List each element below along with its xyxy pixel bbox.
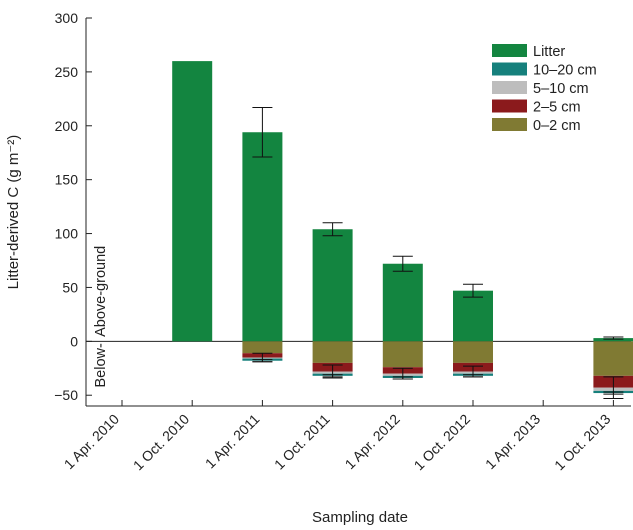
- bar-litter: [242, 132, 283, 342]
- x-ticks: 1 Apr. 2010 1 Oct. 2010 1 Apr. 2011 1 Oct. …: [61, 400, 614, 473]
- y-tick-label: 250: [55, 64, 79, 80]
- bar-litter: [172, 61, 213, 342]
- y-tick-label: 150: [55, 172, 79, 188]
- x-tick-label: 1 Oct. 2012: [411, 411, 474, 474]
- y-tick-label: 0: [70, 333, 78, 349]
- legend-label-0-2: 0–2 cm: [533, 118, 581, 134]
- y-ticks: −50 0 50 100 150 200 250 300: [54, 10, 92, 403]
- x-tick-label: 1 Oct. 2013: [551, 411, 614, 474]
- x-tick-label: 1 Apr. 2010: [61, 411, 123, 473]
- legend: Litter 10–20 cm 5–10 cm 2–5 cm 0–2 cm: [492, 44, 597, 134]
- bar-segment-0-2: [453, 341, 493, 363]
- x-tick-label: 1 Apr. 2013: [482, 411, 544, 473]
- legend-label-5-10: 5–10 cm: [533, 81, 589, 97]
- bar-segment-0-2: [382, 341, 423, 368]
- x-axis-title: Sampling date: [312, 509, 408, 526]
- bar-segment-0-2: [593, 341, 633, 376]
- x-tick-label: 1 Oct. 2011: [271, 411, 333, 473]
- bar-litter: [453, 290, 493, 342]
- bar-litter: [593, 338, 633, 342]
- legend-swatch-0-2: [492, 118, 527, 131]
- legend-swatch-5-10: [492, 81, 527, 94]
- y-axis-title: Litter-derived C (g m⁻²): [5, 135, 22, 290]
- y-tick-label: 100: [55, 226, 79, 242]
- y-tick-label: 200: [55, 118, 79, 134]
- above-ground-label: Above-ground: [93, 246, 109, 337]
- legend-label-2-5: 2–5 cm: [533, 100, 581, 116]
- x-tick-label: 1 Apr. 2012: [342, 411, 404, 473]
- legend-label-10-20: 10–20 cm: [533, 63, 597, 79]
- x-tick-label: 1 Oct. 2010: [130, 411, 193, 474]
- y-tick-label: −50: [54, 387, 78, 403]
- bar-segment-0-2: [242, 341, 283, 354]
- y-tick-label: 300: [55, 10, 79, 26]
- legend-swatch-10-20: [492, 62, 527, 76]
- legend-label-litter: Litter: [533, 44, 565, 60]
- legend-swatch-2-5: [492, 99, 527, 113]
- bar-segment-0-2: [312, 341, 353, 363]
- bar-series: [172, 61, 633, 394]
- error-bars: [252, 106, 624, 399]
- bar-litter: [382, 263, 423, 342]
- x-tick-label: 1 Apr. 2011: [202, 411, 263, 472]
- y-tick-label: 50: [62, 279, 78, 295]
- bar-litter: [312, 229, 353, 342]
- below-ground-label: Below-: [93, 343, 109, 387]
- legend-swatch-litter: [492, 44, 527, 57]
